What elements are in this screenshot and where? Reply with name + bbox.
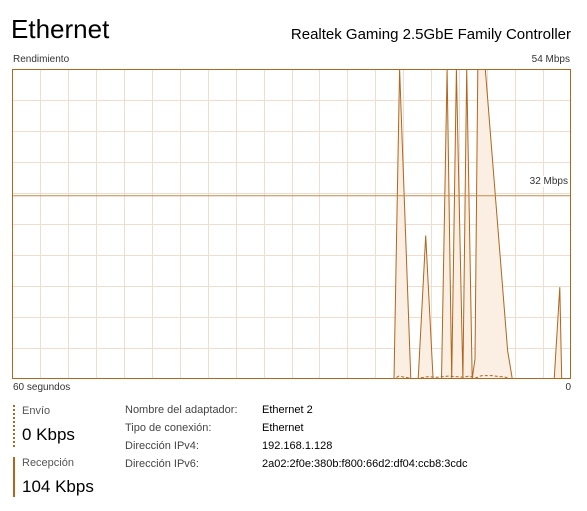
graph-border bbox=[12, 69, 571, 379]
send-stat[interactable]: Envío 0 Kbps bbox=[13, 405, 113, 447]
property-value: Ethernet bbox=[262, 422, 304, 434]
receive-label: Recepción bbox=[22, 457, 74, 469]
property-value: Ethernet 2 bbox=[262, 404, 313, 416]
receive-stat[interactable]: Recepción 104 Kbps bbox=[13, 457, 123, 497]
send-value: 0 Kbps bbox=[22, 425, 75, 444]
property-value: 192.168.1.128 bbox=[262, 440, 333, 452]
page-title: Ethernet bbox=[11, 14, 110, 44]
receive-indicator bbox=[13, 457, 15, 497]
send-indicator bbox=[13, 405, 15, 447]
property-key: Dirección IPv4: bbox=[125, 440, 199, 452]
receive-value: 104 Kbps bbox=[22, 477, 94, 496]
adapter-name: Realtek Gaming 2.5GbE Family Controller bbox=[290, 26, 571, 43]
receive-line bbox=[12, 69, 571, 379]
time-span-label: 60 segundos bbox=[13, 382, 71, 393]
send-line bbox=[12, 375, 571, 379]
graph-mid-label: 32 Mbps bbox=[528, 176, 569, 187]
throughput-graph bbox=[12, 69, 571, 379]
property-key: Nombre del adaptador: bbox=[125, 404, 238, 416]
property-key: Dirección IPv6: bbox=[125, 458, 199, 470]
send-label: Envío bbox=[22, 405, 51, 417]
property-key: Tipo de conexión: bbox=[125, 422, 212, 434]
property-value: 2a02:2f0e:380b:f800:66d2:df04:ccb8:3cdc bbox=[262, 458, 468, 470]
graph-title-label: Rendimiento bbox=[13, 54, 70, 65]
graph-max-label: 54 Mbps bbox=[531, 54, 570, 65]
time-zero-label: 0 bbox=[565, 382, 571, 393]
